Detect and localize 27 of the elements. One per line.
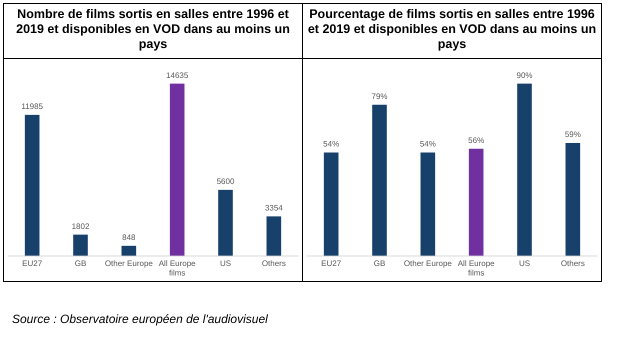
data-label: 54% (420, 140, 436, 149)
x-tick-label: US (220, 258, 232, 268)
x-tick-label: GB (374, 258, 386, 268)
x-tick-label: GB (74, 258, 86, 268)
data-label: 848 (122, 233, 136, 242)
data-label: 14635 (166, 70, 189, 80)
data-label: 59% (564, 130, 581, 140)
chart-title: Pourcentage de films sortis en salles entre 1996 et 2019 et disponibles en VOD dans au moins un pays (303, 4, 601, 59)
x-tick-label: Other Europe (104, 258, 154, 268)
data-label: 5600 (216, 177, 235, 186)
data-label: 54% (323, 140, 340, 149)
data-label: 3354 (264, 204, 284, 213)
x-tick-label: All Europe films (458, 258, 496, 278)
x-tick-label: Others (262, 258, 286, 268)
chart-title: Nombre de films sortis en salles entre 1996 et 2019 et disponibles en VOD dans au moins un pays (4, 4, 302, 59)
data-label: 1802 (72, 222, 90, 231)
source-note: Source : Observatoire européen de l'audiovisuel (12, 312, 268, 326)
data-label: 11985 (21, 102, 44, 112)
x-tick-label: EU27 (321, 258, 342, 268)
x-tick-label: EU27 (22, 258, 43, 268)
x-tick-label: Other Europe (404, 258, 452, 268)
data-label: 79% (371, 92, 388, 101)
data-label: 56% (468, 136, 484, 145)
x-tick-label: All Europe films (158, 258, 196, 278)
x-tick-label: Others (560, 258, 585, 268)
x-tick-label: US (518, 258, 530, 268)
data-label: 90% (516, 70, 533, 80)
